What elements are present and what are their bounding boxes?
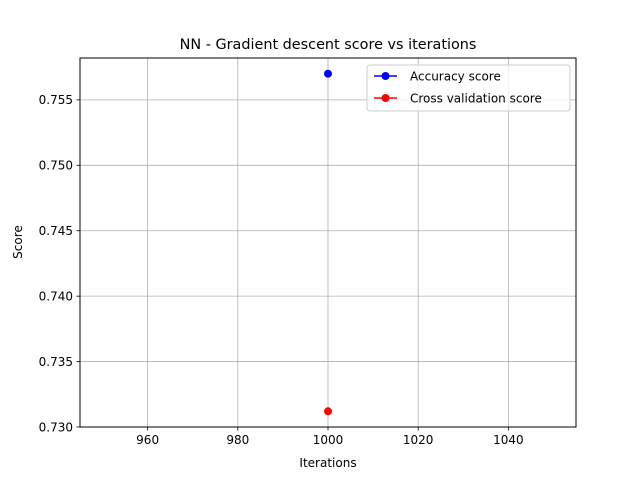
legend-marker	[381, 94, 390, 102]
x-axis-ticks: 960 980 1000 1020 1040	[136, 427, 524, 447]
legend-label: Cross validation score	[410, 91, 542, 105]
y-tick-label: 0.755	[39, 93, 73, 107]
y-axis-ticks: 0.730 0.735 0.740 0.745 0.750 0.755	[39, 93, 80, 434]
y-tick-label: 0.740	[39, 289, 73, 303]
legend-box	[366, 64, 571, 112]
chart-title: NN - Gradient descent score vs iteration…	[180, 37, 477, 53]
data-point	[324, 69, 332, 78]
x-axis-label: Iterations	[299, 456, 356, 470]
legend-marker	[381, 72, 390, 80]
y-tick-label: 0.750	[39, 159, 73, 173]
data-point	[324, 407, 332, 416]
y-tick-label: 0.735	[39, 355, 73, 369]
legend: Accuracy score Cross validation score	[366, 64, 571, 112]
y-tick-label: 0.745	[39, 224, 73, 238]
x-tick-label: 980	[226, 433, 249, 447]
y-axis-label: Score	[11, 225, 25, 259]
x-tick-label: 1000	[313, 433, 344, 447]
x-tick-label: 1020	[403, 433, 434, 447]
y-tick-label: 0.730	[39, 420, 73, 434]
x-tick-label: 960	[136, 433, 159, 447]
data-series	[324, 69, 332, 416]
x-tick-label: 1040	[493, 433, 524, 447]
legend-label: Accuracy score	[410, 69, 501, 83]
